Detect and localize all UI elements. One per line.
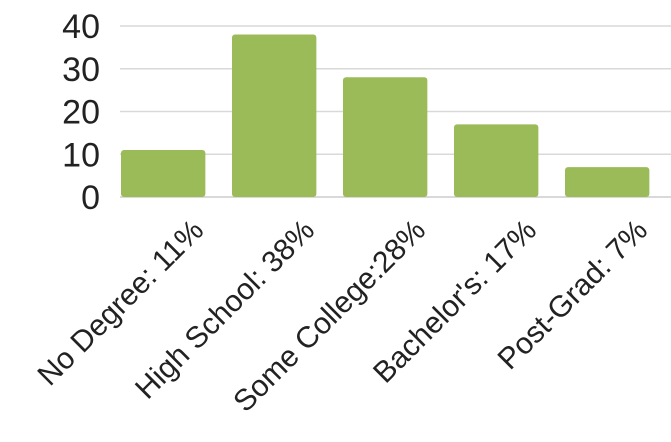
- bar-2: [343, 77, 428, 197]
- y-tick-label-0: 0: [81, 179, 100, 217]
- x-category-label-2: Some College:28%: [227, 214, 432, 419]
- bar-0: [121, 149, 206, 197]
- y-tick-label-10: 10: [62, 136, 100, 174]
- y-tick-label-30: 30: [62, 51, 100, 89]
- bar-3: [454, 124, 539, 197]
- y-tick-label-40: 40: [62, 8, 100, 46]
- y-axis-tick-labels: 0 10 20 30 40: [62, 8, 100, 217]
- bar-1: [232, 34, 317, 197]
- bar-4: [565, 167, 650, 197]
- y-tick-label-20: 20: [62, 94, 100, 132]
- x-axis-category-labels: No Degree: 11%High School: 38%Some Colle…: [32, 214, 655, 419]
- bars: [121, 34, 650, 197]
